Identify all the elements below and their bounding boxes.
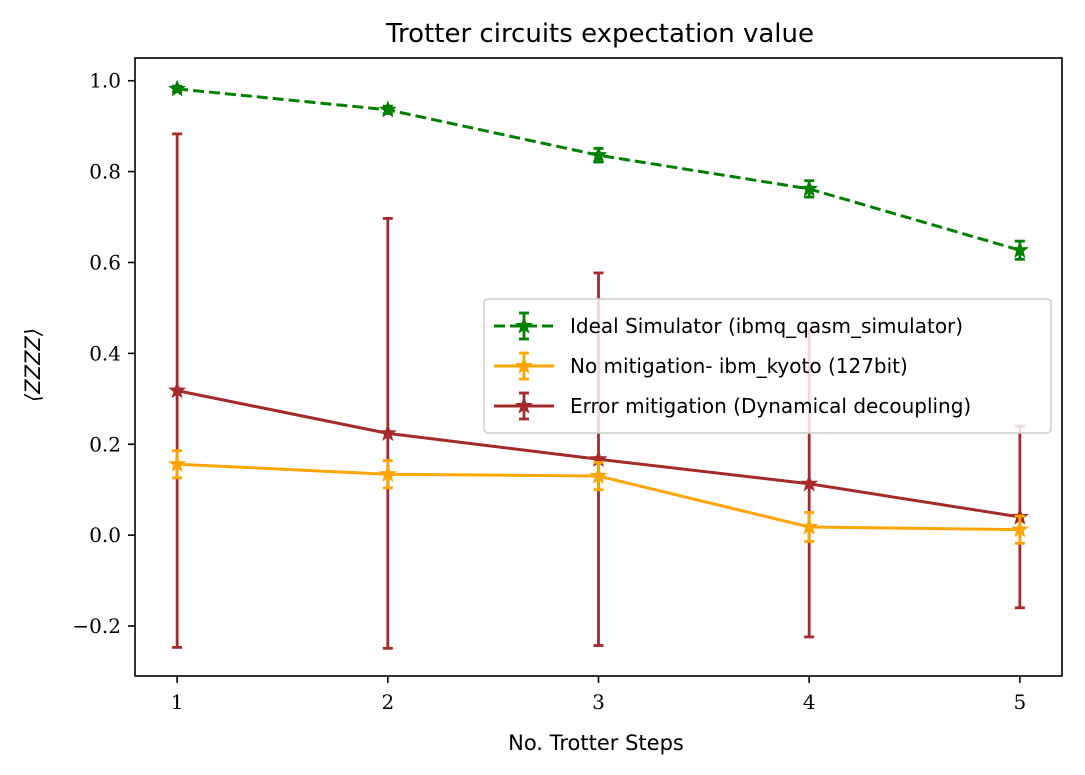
legend-label: No mitigation- ibm_kyoto (127bit) <box>570 354 908 378</box>
y-tick-label: 0.6 <box>89 250 121 274</box>
data-point <box>589 466 608 484</box>
axes: 1 2 3 4 5 −0.2 0.0 0.2 0.4 0.6 0.8 1.0 <box>72 57 1063 714</box>
data-point <box>168 381 187 399</box>
data-point <box>378 464 397 482</box>
legend: Ideal Simulator (ibmq_qasm_simulator) No … <box>483 298 1052 434</box>
series-0 <box>168 79 1029 261</box>
y-tick-label: 0.8 <box>89 160 121 184</box>
y-axis-label: ⟨ZZZZ⟩ <box>21 328 45 402</box>
series-line <box>176 87 1021 252</box>
data-point <box>1010 520 1029 538</box>
y-tick-label: 0.0 <box>89 523 121 547</box>
chart-title: Trotter circuits expectation value <box>385 19 814 49</box>
data-point <box>168 454 187 472</box>
data-point <box>1010 240 1029 258</box>
y-tick-label: 1.0 <box>89 69 121 93</box>
legend-marker <box>515 356 533 374</box>
data-point <box>800 474 819 492</box>
y-tick-label: −0.2 <box>72 614 121 638</box>
legend-box <box>483 298 1052 434</box>
y-tick-label: 0.4 <box>89 341 121 365</box>
legend-label: Error mitigation (Dynamical decoupling) <box>570 394 971 418</box>
data-point <box>168 79 187 97</box>
data-point <box>800 179 819 197</box>
data-point <box>378 423 397 441</box>
y-tick-label: 0.2 <box>89 432 121 456</box>
x-tick-label: 4 <box>803 690 816 714</box>
x-tick-label: 1 <box>171 690 184 714</box>
legend-label: Ideal Simulator (ibmq_qasm_simulator) <box>570 314 963 338</box>
legend-marker <box>515 316 533 334</box>
data-point <box>378 100 397 118</box>
x-tick-label: 3 <box>592 690 605 714</box>
data-point <box>589 145 608 163</box>
legend-marker <box>515 396 533 414</box>
x-axis-label: No. Trotter Steps <box>508 731 684 755</box>
series-1 <box>168 449 1029 545</box>
x-tick-label: 2 <box>381 690 394 714</box>
x-tick-label: 5 <box>1013 690 1026 714</box>
data-point <box>800 517 819 535</box>
